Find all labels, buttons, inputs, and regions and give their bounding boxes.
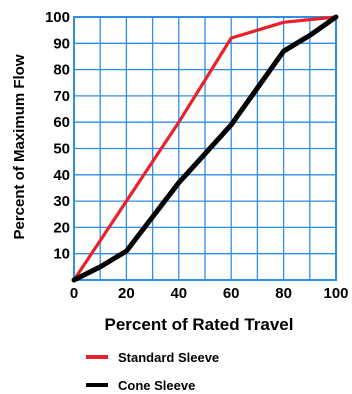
x-tick-label-40: 40: [170, 285, 187, 302]
legend-item-standard-sleeve: Standard Sleeve: [86, 350, 219, 365]
grid: [73, 16, 337, 281]
x-axis-ticks: 0 20 40 60 80 100: [70, 285, 349, 302]
y-tick-label-20: 20: [53, 219, 70, 236]
y-tick-label-100: 100: [45, 9, 70, 26]
y-tick-label-70: 70: [53, 88, 70, 105]
y-tick-label-30: 30: [53, 193, 70, 210]
legend-label-cone-sleeve: Cone Sleeve: [118, 378, 195, 393]
legend-swatch-cone-sleeve: [86, 383, 108, 387]
series-lines: [71, 14, 339, 283]
y-tick-label-60: 60: [53, 114, 70, 131]
y-tick-label-90: 90: [53, 35, 70, 52]
legend-swatch-standard-sleeve: [86, 355, 108, 359]
y-axis-ticks: 10 20 30 40 50 60 70 80 90 100: [45, 9, 70, 263]
x-tick-label-100: 100: [323, 285, 348, 302]
series-line-standard-sleeve: [72, 15, 338, 282]
series-line-cone-sleeve: [71, 14, 339, 283]
y-tick-label-40: 40: [53, 167, 70, 184]
x-tick-label-0: 0: [70, 285, 78, 302]
x-tick-label-80: 80: [275, 285, 292, 302]
x-axis-title: Percent of Rated Travel: [105, 315, 294, 334]
legend: Standard Sleeve Cone Sleeve: [86, 350, 219, 393]
plot-frame: [73, 16, 337, 281]
y-tick-label-50: 50: [53, 141, 70, 158]
x-tick-label-20: 20: [118, 285, 135, 302]
legend-label-standard-sleeve: Standard Sleeve: [118, 350, 219, 365]
y-tick-label-80: 80: [53, 62, 70, 79]
y-axis-title: Percent of Maximum Flow: [11, 54, 28, 239]
y-tick-label-10: 10: [53, 246, 70, 263]
legend-item-cone-sleeve: Cone Sleeve: [86, 378, 195, 393]
x-tick-label-60: 60: [223, 285, 240, 302]
